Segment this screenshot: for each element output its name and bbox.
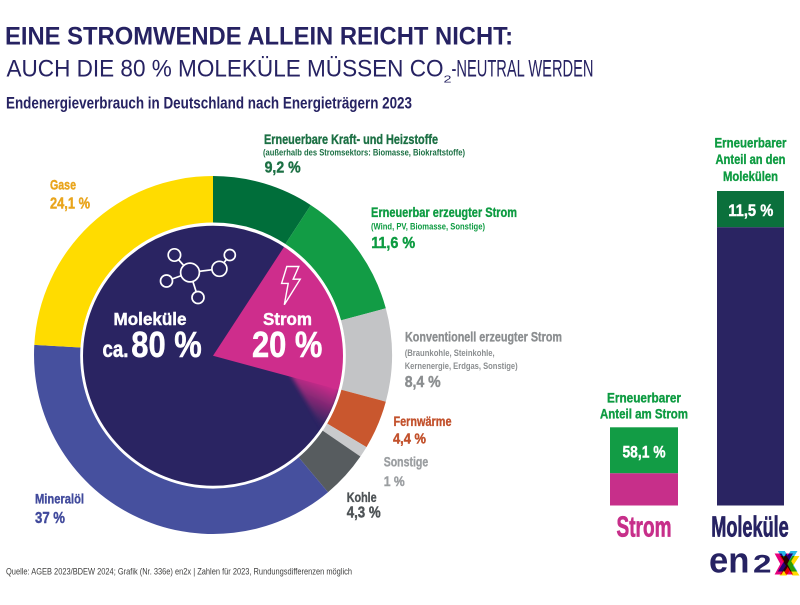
svg-text:Erneuerbarer: Erneuerbarer [607, 390, 682, 405]
svg-text:80 %: 80 % [131, 324, 202, 365]
svg-text:(Wind, PV, Biomasse, Sonstige): (Wind, PV, Biomasse, Sonstige) [371, 222, 485, 232]
svg-text:Sonstige: Sonstige [384, 455, 429, 470]
svg-text:Endenergieverbrauch in Deutsch: Endenergieverbrauch in Deutschland nach … [6, 95, 412, 113]
svg-text:Mineralöl: Mineralöl [35, 492, 84, 507]
svg-text:ca.: ca. [103, 336, 129, 362]
svg-text:(außerhalb des Stromsektors: B: (außerhalb des Stromsektors: Biomasse, B… [263, 147, 465, 157]
svg-text:2: 2 [753, 551, 772, 579]
svg-text:58,1 %: 58,1 % [623, 444, 666, 462]
svg-text:4,4 %: 4,4 % [393, 430, 426, 447]
svg-text:Erneuerbar erzeugter Strom: Erneuerbar erzeugter Strom [371, 205, 517, 220]
svg-text:Erneuerbare Kraft- und Heizsto: Erneuerbare Kraft- und Heizstoffe [264, 132, 438, 147]
svg-text:Strom: Strom [617, 512, 672, 544]
svg-text:Anteil an den: Anteil an den [716, 152, 786, 167]
svg-text:24,1 %: 24,1 % [50, 196, 90, 213]
svg-text:9,2 %: 9,2 % [265, 160, 301, 177]
svg-text:Moleküle: Moleküle [114, 309, 187, 329]
svg-text:Konventionell erzeugter Strom: Konventionell erzeugter Strom [405, 330, 562, 345]
svg-text:Fernwärme: Fernwärme [394, 414, 452, 429]
svg-text:Gase: Gase [50, 177, 76, 192]
svg-text:20 %: 20 % [252, 324, 323, 365]
svg-text:4,3 %: 4,3 % [347, 505, 381, 522]
svg-text:Strom: Strom [263, 309, 312, 329]
svg-text:11,6 %: 11,6 % [371, 235, 415, 252]
svg-text:Quelle: AGEB 2023/BDEW 2024; G: Quelle: AGEB 2023/BDEW 2024; Grafik (Nr.… [6, 567, 352, 578]
svg-text:8,4 %: 8,4 % [405, 374, 441, 391]
svg-text:Anteil am Strom: Anteil am Strom [600, 406, 688, 421]
svg-text:11,5 %: 11,5 % [728, 202, 773, 220]
svg-text:37 %: 37 % [35, 510, 65, 527]
svg-text:en: en [709, 540, 750, 581]
svg-text:Molekülen: Molekülen [723, 169, 778, 184]
svg-text:Erneuerbarer: Erneuerbarer [715, 135, 788, 150]
svg-text:Moleküle: Moleküle [711, 512, 789, 544]
svg-text:Kohle: Kohle [347, 490, 377, 505]
svg-text:AUCH DIE 80 % MOLEKÜLE MÜSSEN: AUCH DIE 80 % MOLEKÜLE MÜSSEN CO2-NEUTRA… [7, 56, 594, 86]
svg-text:(Braunkohle, Steinkohle,: (Braunkohle, Steinkohle, [405, 348, 495, 358]
svg-text:1 %: 1 % [384, 473, 405, 489]
svg-text:EINE STROMWENDE ALLEIN REICHT: EINE STROMWENDE ALLEIN REICHT NICHT: [5, 22, 513, 50]
svg-text:Kernenergie, Erdgas, Sonstige): Kernenergie, Erdgas, Sonstige) [405, 361, 518, 371]
